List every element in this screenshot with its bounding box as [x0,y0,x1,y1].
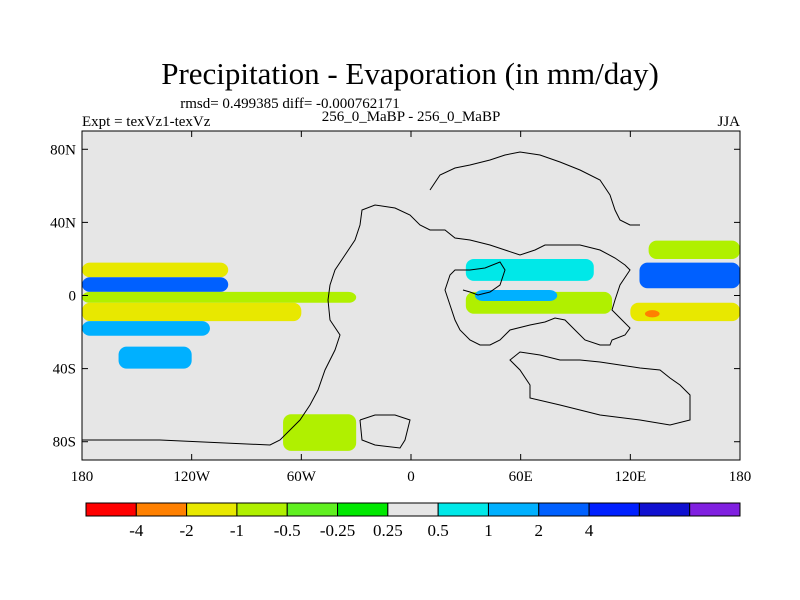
field-region-8 [648,240,740,259]
field-region-3 [82,302,302,322]
colorbar-box-1 [135,502,188,517]
period-label: 256_0_MaBP - 256_0_MaBP [322,109,501,125]
x-tick-label-2: 60W [287,469,317,485]
season-label: JJA [717,114,740,130]
field-region-12 [648,332,740,369]
colorbar-box-7 [437,502,489,517]
x-tick-label-4: 60E [509,469,533,485]
field-region-6 [82,405,156,424]
colorbar-box-8 [487,502,540,517]
colorbar-box-10 [588,502,640,517]
field-region-9 [639,262,740,289]
colorbar-label-3: -0.5 [274,521,301,540]
x-tick-label-5: 120E [614,469,646,485]
y-tick-label-0: 80N [50,142,76,158]
colorbar-box-6 [387,502,439,517]
field-region-16 [557,322,594,342]
contour-fills [82,240,740,451]
colorbar-box-9 [538,502,590,517]
y-tick-label-3: 40S [53,362,76,378]
colorbar-label-2: -1 [230,521,244,540]
colorbar-box-11 [638,502,691,517]
colorbar-box-0 [85,502,137,517]
field-region-7 [283,414,357,451]
field-region-2 [82,291,357,303]
colorbar-label-1: -2 [180,521,194,540]
x-axis-ticks: 180 120W 60W 0 60E 120E 180 [71,131,752,485]
field-region-4 [82,321,210,336]
field-region-11 [644,310,660,318]
experiment-label: Expt = texVz1-texVz [82,114,211,130]
colorbar-label-5: 0.25 [373,521,403,540]
x-tick-label-3: 0 [407,469,415,485]
colorbar-box-5 [337,502,389,517]
field-region-0 [82,262,229,278]
colorbar-label-6: 0.5 [428,521,449,540]
x-tick-label-6: 180 [729,469,752,485]
field-region-10 [630,302,740,322]
x-tick-label-0: 180 [71,469,94,485]
chart-title: Precipitation - Evaporation (in mm/day) [161,56,659,91]
field-region-15 [474,290,558,301]
stats-label: rmsd= 0.499385 diff= -0.000762171 [180,96,400,112]
colorbar-box-12 [689,502,741,517]
field-region-5 [118,346,192,369]
colorbar-label-7: 1 [484,521,493,540]
y-tick-label-4: 80S [53,435,76,451]
colorbar-label-8: 2 [535,521,544,540]
y-tick-label-1: 40N [50,215,76,231]
colorbar-label-0: -4 [129,521,144,540]
colorbar: -4 -2 -1 -0.5 -0.25 0.25 0.5 1 2 4 [85,502,741,540]
colorbar-box-3 [236,502,288,517]
colorbar-box-2 [186,502,238,517]
colorbar-label-9: 4 [585,521,594,540]
y-tick-label-2: 0 [69,289,77,305]
y-axis-ticks: 80N 40N 0 40S 80S [50,142,740,451]
field-region-13 [465,258,594,281]
x-tick-label-1: 120W [173,469,211,485]
colorbar-label-4: -0.25 [320,521,355,540]
coastline [82,151,691,449]
plot-area [81,130,741,461]
field-region-1 [82,277,229,292]
colorbar-box-4 [286,502,339,517]
